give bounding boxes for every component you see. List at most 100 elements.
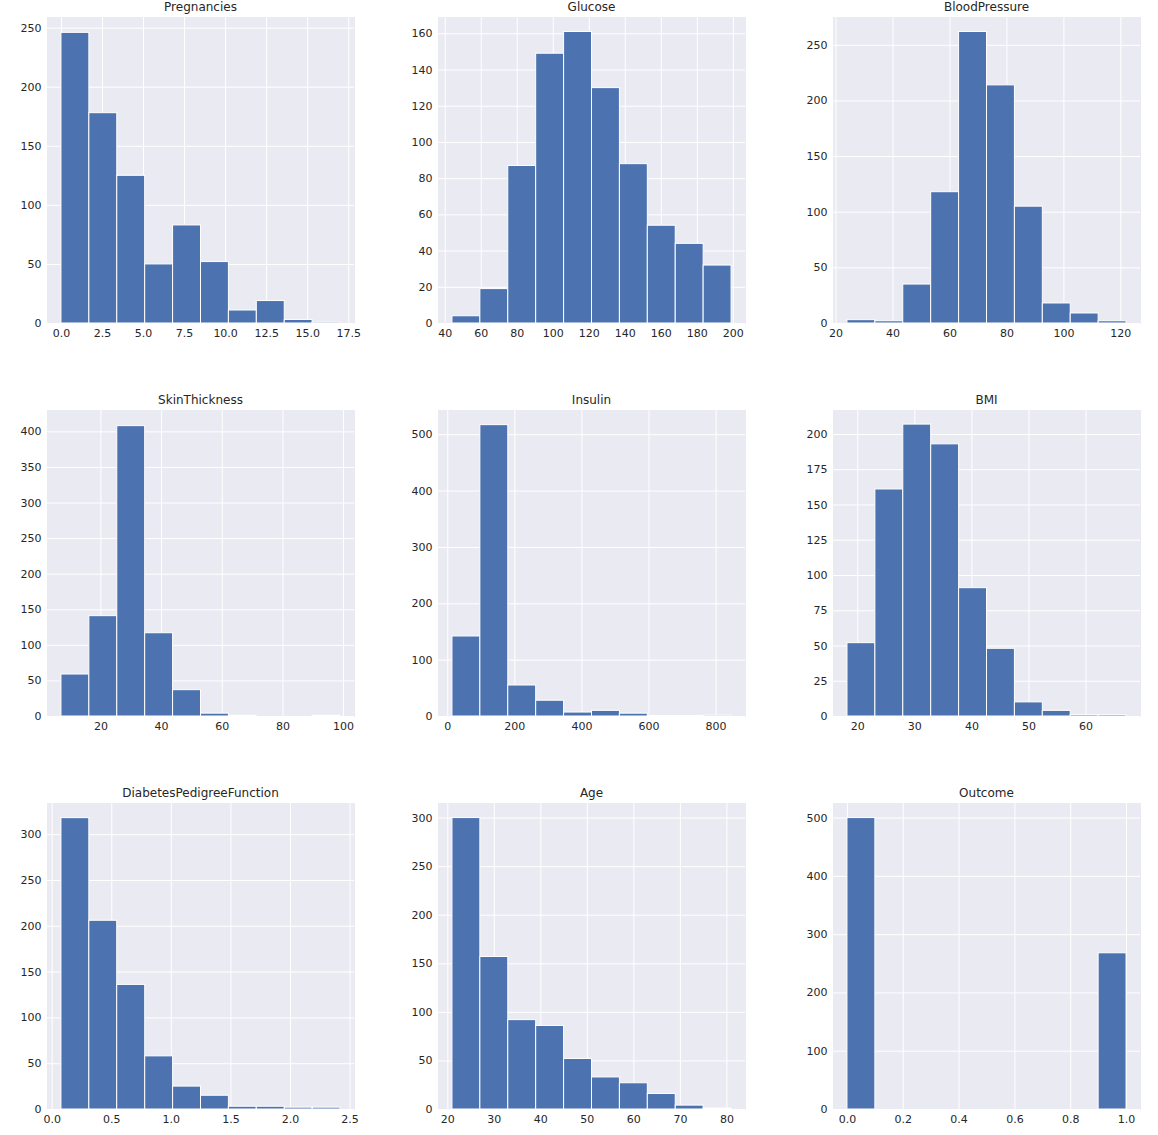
svg-text:100: 100 <box>333 720 354 733</box>
svg-text:25: 25 <box>814 675 828 688</box>
svg-text:200: 200 <box>21 81 42 94</box>
svg-text:20: 20 <box>94 720 108 733</box>
svg-text:60: 60 <box>943 327 957 340</box>
svg-text:0.5: 0.5 <box>103 1113 121 1126</box>
svg-text:80: 80 <box>419 172 433 185</box>
svg-text:17.5: 17.5 <box>337 327 362 340</box>
svg-text:1.5: 1.5 <box>222 1113 240 1126</box>
svg-text:80: 80 <box>1000 327 1014 340</box>
svg-text:300: 300 <box>21 828 42 841</box>
svg-text:10.0: 10.0 <box>213 327 238 340</box>
svg-text:200: 200 <box>412 597 433 610</box>
svg-text:80: 80 <box>510 327 524 340</box>
svg-text:0.6: 0.6 <box>1006 1113 1024 1126</box>
svg-text:30: 30 <box>487 1113 501 1126</box>
svg-text:600: 600 <box>639 720 660 733</box>
svg-text:120: 120 <box>579 327 600 340</box>
svg-text:50: 50 <box>580 1113 594 1126</box>
svg-text:60: 60 <box>215 720 229 733</box>
svg-text:0: 0 <box>35 710 42 723</box>
svg-text:20: 20 <box>829 327 843 340</box>
svg-text:200: 200 <box>21 568 42 581</box>
svg-text:100: 100 <box>21 199 42 212</box>
svg-text:2.0: 2.0 <box>282 1113 300 1126</box>
svg-text:0: 0 <box>426 317 433 330</box>
svg-text:50: 50 <box>1022 720 1036 733</box>
svg-text:0: 0 <box>35 1103 42 1116</box>
svg-text:200: 200 <box>412 909 433 922</box>
svg-text:0.0: 0.0 <box>839 1113 857 1126</box>
svg-text:0.2: 0.2 <box>895 1113 913 1126</box>
svg-text:400: 400 <box>571 720 592 733</box>
svg-text:0: 0 <box>821 710 828 723</box>
svg-text:50: 50 <box>28 1057 42 1070</box>
svg-text:175: 175 <box>807 463 828 476</box>
svg-text:300: 300 <box>412 541 433 554</box>
svg-text:1.0: 1.0 <box>1118 1113 1136 1126</box>
svg-text:0: 0 <box>444 720 451 733</box>
svg-text:200: 200 <box>807 94 828 107</box>
svg-text:200: 200 <box>807 986 828 999</box>
svg-text:300: 300 <box>807 928 828 941</box>
svg-text:200: 200 <box>807 428 828 441</box>
svg-text:100: 100 <box>21 1011 42 1024</box>
svg-text:30: 30 <box>908 720 922 733</box>
svg-text:100: 100 <box>1053 327 1074 340</box>
svg-text:60: 60 <box>627 1113 641 1126</box>
svg-text:40: 40 <box>534 1113 548 1126</box>
svg-text:150: 150 <box>807 498 828 511</box>
svg-text:150: 150 <box>412 957 433 970</box>
svg-text:40: 40 <box>419 245 433 258</box>
svg-text:300: 300 <box>21 497 42 510</box>
svg-text:1.0: 1.0 <box>163 1113 181 1126</box>
svg-text:200: 200 <box>21 920 42 933</box>
svg-text:100: 100 <box>412 1006 433 1019</box>
svg-text:100: 100 <box>21 639 42 652</box>
svg-text:0.0: 0.0 <box>53 327 71 340</box>
svg-text:20: 20 <box>441 1113 455 1126</box>
svg-text:12.5: 12.5 <box>254 327 279 340</box>
svg-text:0.0: 0.0 <box>43 1113 61 1126</box>
svg-text:100: 100 <box>807 206 828 219</box>
svg-text:40: 40 <box>438 327 452 340</box>
svg-text:60: 60 <box>474 327 488 340</box>
svg-text:200: 200 <box>504 720 525 733</box>
svg-text:80: 80 <box>720 1113 734 1126</box>
svg-text:50: 50 <box>28 674 42 687</box>
svg-text:40: 40 <box>886 327 900 340</box>
svg-text:100: 100 <box>807 1045 828 1058</box>
svg-text:120: 120 <box>412 100 433 113</box>
svg-text:0: 0 <box>426 1103 433 1116</box>
svg-text:40: 40 <box>155 720 169 733</box>
svg-text:20: 20 <box>851 720 865 733</box>
svg-text:250: 250 <box>21 532 42 545</box>
svg-text:500: 500 <box>412 428 433 441</box>
svg-text:250: 250 <box>807 39 828 52</box>
svg-text:20: 20 <box>419 281 433 294</box>
svg-text:250: 250 <box>21 874 42 887</box>
svg-text:7.5: 7.5 <box>176 327 194 340</box>
svg-text:100: 100 <box>412 136 433 149</box>
svg-text:80: 80 <box>276 720 290 733</box>
svg-text:150: 150 <box>21 603 42 616</box>
svg-text:400: 400 <box>21 425 42 438</box>
svg-text:350: 350 <box>21 461 42 474</box>
svg-text:400: 400 <box>807 870 828 883</box>
svg-text:250: 250 <box>412 860 433 873</box>
svg-text:180: 180 <box>687 327 708 340</box>
svg-text:150: 150 <box>21 140 42 153</box>
svg-text:50: 50 <box>814 261 828 274</box>
svg-text:300: 300 <box>412 812 433 825</box>
svg-text:50: 50 <box>814 640 828 653</box>
svg-text:100: 100 <box>543 327 564 340</box>
svg-text:0: 0 <box>821 1103 828 1116</box>
svg-text:160: 160 <box>412 27 433 40</box>
svg-text:70: 70 <box>673 1113 687 1126</box>
svg-text:50: 50 <box>419 1054 433 1067</box>
svg-text:0.8: 0.8 <box>1062 1113 1080 1126</box>
svg-text:40: 40 <box>965 720 979 733</box>
svg-text:100: 100 <box>412 654 433 667</box>
svg-text:150: 150 <box>21 966 42 979</box>
svg-text:5.0: 5.0 <box>135 327 153 340</box>
svg-text:50: 50 <box>28 258 42 271</box>
